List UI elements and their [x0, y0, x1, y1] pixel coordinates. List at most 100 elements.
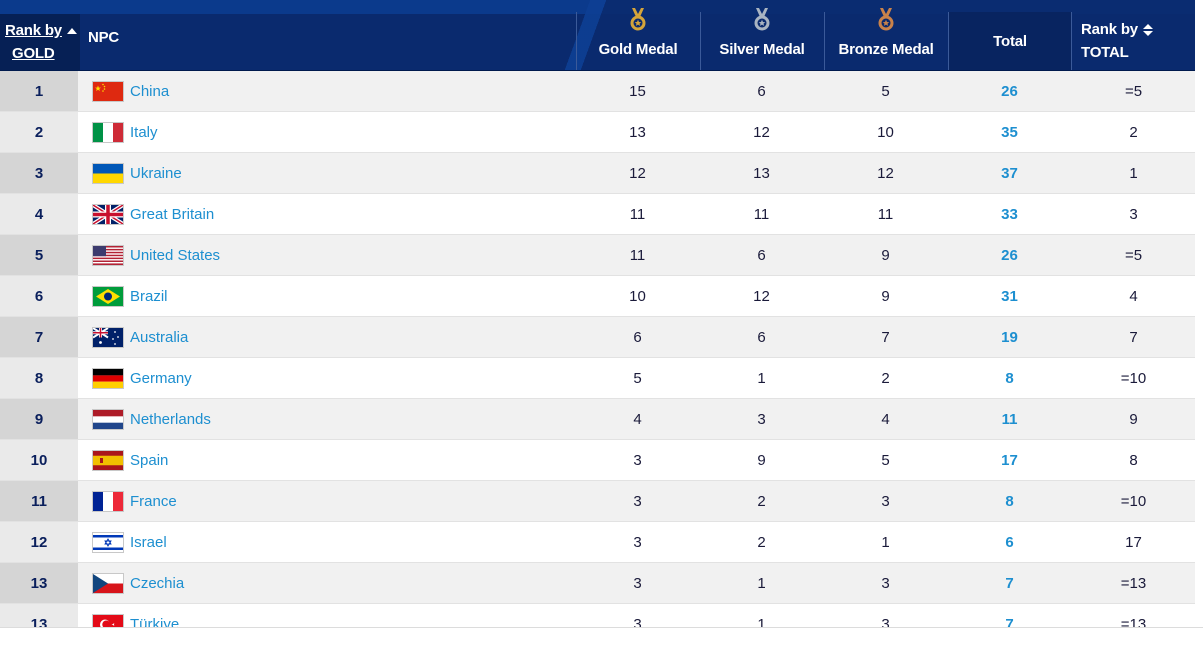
country-flag-icon — [92, 81, 124, 102]
bronze-count-cell: 10 — [877, 123, 894, 141]
rank-by-total-cell: =10 — [1120, 492, 1147, 510]
rank-cell: 5 — [0, 235, 78, 275]
country-link[interactable]: Ukraine — [130, 164, 182, 182]
gold-count-cell: 3 — [633, 533, 642, 551]
total-count-link[interactable]: 26 — [1001, 82, 1018, 100]
bronze-count-cell: 3 — [881, 615, 890, 628]
bronze-count-cell: 3 — [881, 492, 890, 510]
table-row: 2 Italy 13 12 10 35 2 — [0, 112, 1195, 153]
rank-by-total-cell: =10 — [1120, 369, 1147, 387]
country-link[interactable]: Israel — [130, 533, 167, 551]
bronze-count-cell: 7 — [881, 328, 890, 346]
silver-count-cell: 3 — [757, 410, 766, 428]
rank-cell: 10 — [0, 440, 78, 480]
silver-count-cell: 12 — [753, 123, 770, 141]
bronze-count-cell: 4 — [881, 410, 890, 428]
gold-count-cell: 13 — [629, 123, 646, 141]
total-count-link[interactable]: 31 — [1001, 287, 1018, 305]
npc-column-header: NPC — [80, 14, 280, 60]
country-link[interactable]: Türkiye — [130, 615, 180, 628]
total-count-link[interactable]: 37 — [1001, 164, 1018, 182]
country-flag-icon — [92, 573, 124, 594]
total-count-link[interactable]: 26 — [1001, 246, 1018, 264]
sort-toggle-icon — [1142, 24, 1153, 37]
total-header-label: Total — [993, 32, 1027, 50]
country-flag-icon — [92, 409, 124, 430]
table-header: Rank by GOLD NPC Gold Medal Silver Medal… — [0, 0, 1203, 72]
rank-cell: 13 — [0, 604, 78, 627]
rank-by-total-cell: 2 — [1129, 123, 1138, 141]
gold-count-cell: 4 — [633, 410, 642, 428]
country-link[interactable]: United States — [130, 246, 221, 264]
bronze-count-cell: 3 — [881, 574, 890, 592]
total-column-header[interactable]: Total — [948, 12, 1071, 70]
country-link[interactable]: Great Britain — [130, 205, 215, 223]
bronze-medal-column-header[interactable]: Bronze Medal — [824, 8, 947, 70]
country-flag-icon — [92, 532, 124, 553]
gold-count-cell: 11 — [629, 205, 646, 223]
npc-header-label: NPC — [88, 28, 120, 46]
silver-count-cell: 6 — [757, 246, 766, 264]
country-link[interactable]: Australia — [130, 328, 189, 346]
sort-rank-by-gold-button[interactable]: Rank by GOLD — [0, 14, 80, 70]
rank-cell: 7 — [0, 317, 78, 357]
gold-medal-column-header[interactable]: Gold Medal — [576, 8, 699, 70]
rank-by-total-cell: 3 — [1129, 205, 1138, 223]
country-link[interactable]: Czechia — [130, 574, 185, 592]
country-link[interactable]: Brazil — [130, 287, 168, 305]
sort-rank-by-total-button[interactable]: Rank by TOTAL — [1071, 12, 1193, 70]
silver-medal-column-header[interactable]: Silver Medal — [700, 8, 823, 70]
table-row: 11 France 3 2 3 8 =10 — [0, 481, 1195, 522]
rank-by-total-label-line1: Rank by — [1081, 21, 1138, 38]
rank-cell: 2 — [0, 112, 78, 152]
total-count-link[interactable]: 7 — [1005, 574, 1014, 592]
rank-by-total-cell: 7 — [1129, 328, 1138, 346]
country-flag-icon — [92, 368, 124, 389]
total-count-link[interactable]: 11 — [1001, 410, 1018, 428]
rank-cell: 11 — [0, 481, 78, 521]
country-link[interactable]: China — [130, 82, 170, 100]
gold-count-cell: 3 — [633, 615, 642, 628]
country-link[interactable]: Italy — [130, 123, 158, 141]
gold-count-cell: 3 — [633, 574, 642, 592]
total-count-link[interactable]: 6 — [1005, 533, 1014, 551]
right-scroll-gutter — [1195, 0, 1203, 627]
rank-by-gold-label-line1: Rank by — [5, 22, 62, 39]
table-row: 4 Great Britain 11 11 11 33 3 — [0, 194, 1195, 235]
total-count-link[interactable]: 8 — [1005, 492, 1014, 510]
gold-count-cell: 15 — [629, 82, 646, 100]
rank-cell: 12 — [0, 522, 78, 562]
total-count-link[interactable]: 33 — [1001, 205, 1018, 223]
medal-table: Rank by GOLD NPC Gold Medal Silver Medal… — [0, 0, 1203, 628]
silver-count-cell: 9 — [757, 451, 766, 469]
table-row: 13 Türkiye 3 1 3 7 =13 — [0, 604, 1195, 628]
total-count-link[interactable]: 17 — [1001, 451, 1018, 469]
silver-count-cell: 12 — [753, 287, 770, 305]
bronze-count-cell: 5 — [881, 451, 890, 469]
total-count-link[interactable]: 19 — [1001, 328, 1018, 346]
table-row: 1 China 15 6 5 26 =5 — [0, 71, 1195, 112]
total-count-link[interactable]: 7 — [1005, 615, 1014, 628]
silver-count-cell: 13 — [753, 164, 770, 182]
country-link[interactable]: Netherlands — [130, 410, 211, 428]
country-flag-icon — [92, 163, 124, 184]
country-link[interactable]: Germany — [130, 369, 192, 387]
rank-by-total-cell: =5 — [1124, 82, 1143, 100]
country-link[interactable]: Spain — [130, 451, 169, 469]
rank-by-total-cell: 1 — [1129, 164, 1138, 182]
rank-by-total-cell: =5 — [1124, 246, 1143, 264]
gold-count-cell: 3 — [633, 451, 642, 469]
rank-cell: 4 — [0, 194, 78, 234]
header-diagonal-accent — [420, 0, 1203, 72]
country-flag-icon — [92, 245, 124, 266]
country-link[interactable]: France — [130, 492, 177, 510]
silver-medal-header-label: Silver Medal — [719, 41, 805, 58]
sort-ascending-icon — [66, 28, 77, 35]
country-flag-icon — [92, 204, 124, 225]
bronze-count-cell: 2 — [881, 369, 890, 387]
bronze-count-cell: 1 — [881, 533, 890, 551]
total-count-link[interactable]: 8 — [1005, 369, 1014, 387]
gold-count-cell: 3 — [633, 492, 642, 510]
total-count-link[interactable]: 35 — [1001, 123, 1018, 141]
bronze-count-cell: 5 — [881, 82, 890, 100]
